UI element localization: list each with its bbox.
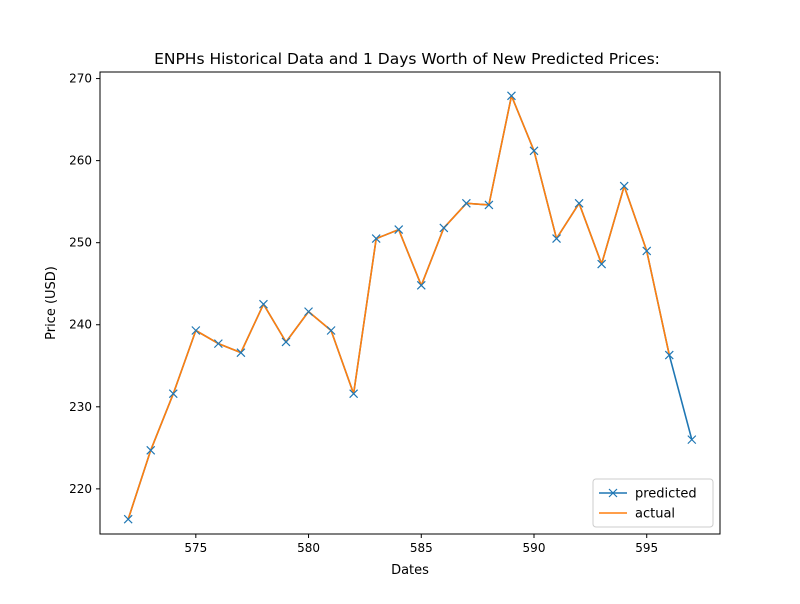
x-tick-label: 590 [523,541,546,555]
legend: predicted actual [592,478,714,528]
data-point-marker [304,307,313,317]
x-tick-label: 575 [184,541,207,555]
data-point-marker [168,389,178,399]
x-tick-label: 585 [410,541,433,555]
data-point-marker [191,326,201,335]
data-point-marker [326,326,336,335]
chart-title: ENPHs Historical Data and 1 Days Worth o… [154,50,660,68]
data-point-marker [664,350,674,360]
data-point-marker [529,146,539,156]
data-point-marker [439,223,449,233]
data-point-marker [349,389,359,399]
x-tick-label: 595 [635,541,658,555]
data-point-marker [236,348,246,358]
data-point-marker [484,200,494,210]
legend-label-actual: actual [635,507,675,522]
data-point-marker [461,198,471,208]
plot-frame [99,71,721,535]
data-point-marker [213,339,223,349]
y-tick-label: 220 [69,482,92,496]
plot-area: 575 580 585 590 595 220 230 240 250 260 270 predict… [69,71,721,555]
data-point-marker [619,181,629,191]
series-line-actual [127,95,671,520]
y-axis-label: Price (USD) [44,266,59,340]
legend-box [592,478,714,528]
y-tick-label: 240 [69,318,92,332]
data-point-marker [507,91,516,101]
x-tick-label: 580 [297,541,320,555]
x-axis-label: Dates [391,563,429,578]
data-point-marker [371,234,381,244]
data-point-marker [146,445,156,455]
data-point-marker [416,280,426,290]
data-point-marker [281,337,291,347]
y-tick-label: 270 [69,72,92,86]
series-line-predicted [127,95,693,520]
data-point-marker [574,198,584,208]
data-point-marker [123,514,133,524]
y-tick-label: 230 [69,400,92,414]
data-point-marker [687,435,697,445]
data-point-marker [394,225,404,234]
y-tick-label: 260 [69,154,92,168]
data-point-marker [597,259,607,269]
legend-marker-predicted [608,488,618,498]
data-point-marker [259,299,268,309]
data-point-marker [642,246,652,256]
y-tick-label: 250 [69,236,92,250]
data-point-marker [552,234,561,244]
legend-label-predicted: predicted [635,487,697,502]
